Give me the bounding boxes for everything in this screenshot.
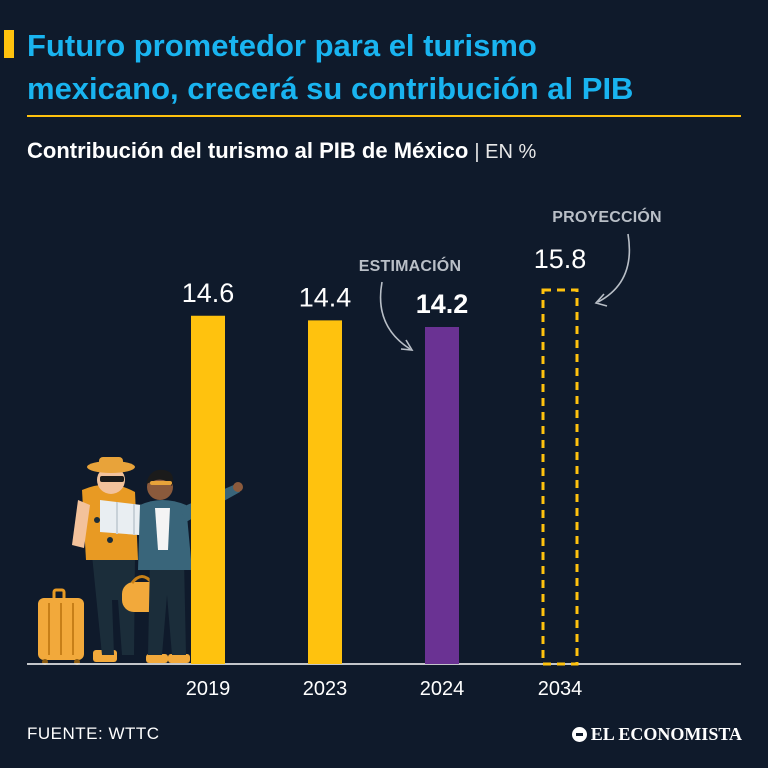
tourists-illustration [38,457,243,665]
annotation-arrow-proyeccion [597,233,631,303]
value-label-2034: 15.8 [534,244,587,274]
annotation-proyeccion: PROYECCIÓN [552,207,662,226]
chart-unit: | EN % [474,141,537,163]
bar-chart: 14.6 14.4 14.2 15.8 2019 2023 2024 2034 ESTIMA… [27,207,741,700]
value-label-2019: 14.6 [182,278,235,308]
x-tick-labels-group: 2019 2023 2024 2034 [186,678,583,700]
value-label-2024: 14.2 [416,289,469,319]
suitcase-illustration [38,588,84,665]
bars-group [191,288,579,666]
brand-name: EL ECONOMISTA [590,724,742,744]
bar-2023 [308,320,342,664]
x-tick-label-2019: 2019 [186,678,231,700]
headline-divider [27,115,741,117]
headline: Futuro prometedor para el turismo mexica… [27,24,757,110]
x-tick-label-2034: 2034 [538,678,583,700]
chart-subtitle-text: Contribución del turismo al PIB de Méxic… [27,138,469,163]
chart-subtitle: Contribución del turismo al PIB de Méxic… [27,138,536,164]
headline-line-2: mexicano, crecerá su contribución al PIB [27,71,634,106]
x-tick-label-2023: 2023 [303,678,348,700]
annotations-group: ESTIMACIÓN PROYECCIÓN [359,207,662,351]
source-note: FUENTE: WTTC [27,724,160,743]
male-tourist-illustration [72,457,152,662]
bar-2024 [425,327,459,664]
value-labels-group: 14.6 14.4 14.2 15.8 [182,244,587,319]
annotation-arrowhead-estimacion [400,339,414,351]
brand-wordmark: EL ECONOMISTA [571,724,742,745]
bar-2019 [191,315,225,664]
bar-2034 [541,288,579,666]
brand-logo-icon [571,727,587,742]
female-tourist-illustration [138,469,243,663]
headline-line-1: Futuro prometedor para el turismo [27,28,537,63]
annotation-estimacion: ESTIMACIÓN [359,256,461,275]
annotation-arrow-estimacion [379,281,411,350]
headline-accent-mark [4,30,14,58]
x-tick-label-2024: 2024 [420,678,465,700]
annotation-arrowhead-proyeccion [594,293,608,307]
value-label-2023: 14.4 [299,282,352,312]
